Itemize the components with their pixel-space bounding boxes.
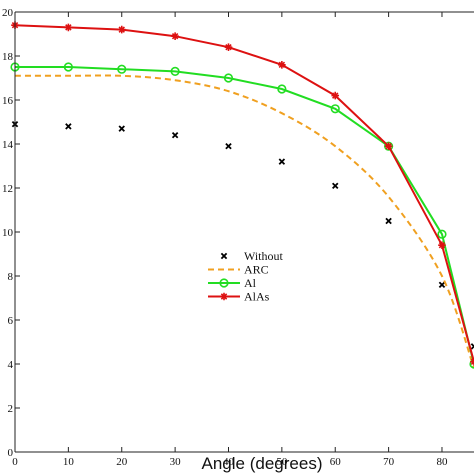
- x-tick-label: 40: [223, 456, 235, 468]
- data-point-without: [225, 142, 232, 150]
- data-point-without: [438, 281, 446, 289]
- data-point-without: [331, 182, 339, 190]
- data-point-alas: [171, 32, 179, 40]
- x-tick-label: 0: [12, 456, 18, 468]
- series-without: [11, 120, 474, 350]
- x-tick-label: 20: [116, 456, 128, 468]
- x-tick-label: 60: [330, 456, 342, 468]
- legend-label-alas: AlAs: [244, 290, 270, 304]
- data-point-al: [117, 64, 127, 74]
- series-line-alas: [14, 24, 474, 363]
- y-tick-label: 18: [2, 51, 14, 63]
- data-point-al: [437, 229, 447, 239]
- data-point-without: [65, 123, 72, 130]
- data-point-alas: [384, 142, 393, 150]
- y-tick-label: 20: [2, 7, 14, 19]
- data-point-alas: [278, 61, 286, 69]
- legend-marker-without: [220, 252, 228, 260]
- data-point-alas: [117, 25, 126, 34]
- series-line-arc: [15, 74, 474, 369]
- y-tick-label: 8: [8, 271, 14, 283]
- y-tick-label: 12: [2, 183, 13, 195]
- series-al: [10, 62, 474, 369]
- y-tick-label: 4: [8, 359, 14, 371]
- data-point-al: [330, 104, 340, 114]
- series-layer: [10, 21, 474, 369]
- legend-item-al: Al: [208, 276, 257, 290]
- data-point-without: [118, 125, 125, 132]
- legend-item-alas: AlAs: [208, 290, 270, 304]
- data-point-al: [223, 73, 234, 83]
- data-point-alas: [331, 91, 340, 100]
- ticks-layer: 0 10 20 30 40 50 60 70 80 0 2 4 6 8 10 12 14 16 18 20: [2, 7, 448, 468]
- data-point-al: [469, 359, 474, 369]
- data-point-alas: [438, 241, 446, 249]
- y-tick-label: 10: [2, 227, 14, 239]
- data-point-al: [277, 84, 287, 94]
- y-tick-label: 0: [8, 447, 14, 459]
- data-point-al: [63, 62, 73, 72]
- y-tick-label: 14: [2, 139, 14, 151]
- legend-item-without: Without: [220, 249, 284, 263]
- x-tick-label: 30: [170, 456, 182, 468]
- x-axis-title: Angle (degrees): [202, 454, 323, 473]
- series-arc: [15, 74, 474, 369]
- data-point-alas: [224, 43, 233, 51]
- series-line-al: [15, 66, 474, 365]
- legend-marker-alas: [220, 292, 228, 301]
- data-point-without: [385, 217, 392, 225]
- legend-label-al: Al: [244, 276, 257, 290]
- x-tick-label: 70: [383, 456, 395, 468]
- data-point-without: [278, 158, 286, 165]
- legend-label-arc: ARC: [244, 263, 269, 277]
- x-tick-label: 10: [63, 456, 75, 468]
- data-point-without: [171, 131, 179, 139]
- y-tick-label: 6: [8, 315, 14, 327]
- y-tick-label: 2: [8, 403, 14, 415]
- data-point-without: [470, 343, 474, 350]
- legend-item-arc: ARC: [208, 263, 269, 277]
- y-tick-label: 16: [2, 95, 14, 107]
- x-tick-label: 80: [436, 456, 448, 468]
- plot-area: [15, 12, 474, 452]
- data-point-al: [170, 66, 180, 76]
- legend-label-without: Without: [244, 249, 284, 263]
- data-point-alas: [64, 23, 73, 32]
- x-tick-label: 50: [276, 456, 288, 468]
- legend-marker-al: [219, 278, 229, 288]
